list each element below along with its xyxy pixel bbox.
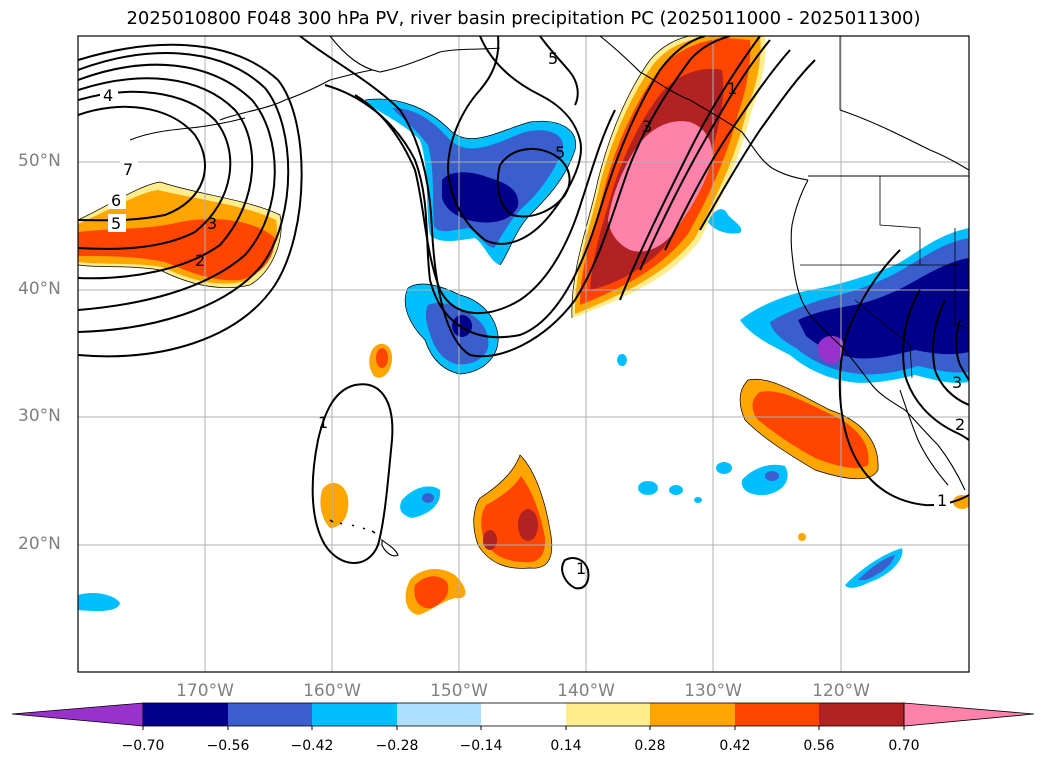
lat-label: 20°N (18, 534, 61, 554)
contour-label: 5 (548, 49, 558, 68)
contour-label: 1 (937, 491, 947, 510)
grid-lines (78, 36, 969, 672)
colorbar-segment (481, 703, 566, 726)
lat-label: 50°N (18, 151, 61, 171)
colorbar-tick-label: 0.14 (550, 738, 582, 754)
positive-anomaly-west (78, 182, 282, 288)
lat-label: 40°N (18, 279, 61, 299)
positive-anomaly-southeast (740, 379, 879, 479)
colorbar (11, 702, 1035, 730)
contour-label: 5 (555, 143, 565, 162)
colorbar-tick-label: 0.42 (719, 738, 751, 754)
contour-label: 7 (123, 160, 133, 179)
contour-label: 6 (111, 191, 121, 210)
negative-anomaly-small (78, 209, 903, 612)
lat-label: 30°N (18, 406, 61, 426)
colorbar-tick-label: 0.56 (803, 738, 835, 754)
contour-label: 1 (318, 413, 328, 432)
negative-anomaly-california (740, 228, 969, 383)
colorbar-max-arrow (903, 702, 1035, 727)
contour-label: 3 (642, 117, 652, 136)
plot-frame (77, 35, 970, 673)
colorbar-segment (819, 703, 904, 726)
lon-label: 120°W (812, 681, 870, 701)
colorbar-segment (143, 703, 228, 726)
lon-label: 150°W (430, 681, 488, 701)
contour-label: 4 (103, 86, 113, 105)
colorbar-tick-label: −0.42 (290, 738, 334, 754)
contour-label: 2 (195, 251, 205, 270)
colorbar-segment (566, 703, 650, 726)
colorbar-tick-label: −0.28 (375, 738, 419, 754)
contour-label: 2 (955, 415, 965, 434)
colorbar-segment (228, 703, 312, 726)
colorbar-segment (735, 703, 819, 726)
lon-label: 170°W (176, 681, 234, 701)
colorbar-min-arrow (11, 702, 144, 727)
negative-anomaly-gulf (365, 99, 576, 265)
colorbar-tick-label: −0.14 (459, 738, 503, 754)
coastlines (129, 36, 969, 557)
map-title: 2025010800 F048 300 hPa PV, river basin … (126, 8, 921, 29)
colorbar-tick-label: 0.70 (888, 738, 920, 754)
positive-anomaly-small (320, 343, 969, 615)
contour-label: 1 (576, 559, 586, 578)
contour-label: 1 (727, 79, 737, 98)
contour-label: 3 (207, 214, 217, 233)
colorbar-tick-label: 0.28 (634, 738, 666, 754)
lon-label: 160°W (303, 681, 361, 701)
colorbar-tick-label: −0.56 (206, 738, 250, 754)
pv-contours (78, 36, 969, 590)
colorbar-segment (397, 703, 481, 726)
lon-label: 140°W (557, 681, 615, 701)
colorbar-segment (312, 703, 397, 726)
positive-anomaly-central (473, 455, 552, 569)
contour-label: 3 (952, 373, 962, 392)
contour-label: 5 (111, 214, 121, 233)
colorbar-tick-label: −0.70 (121, 738, 165, 754)
colorbar-segment (650, 703, 735, 726)
contour-label-group: 4 7 6 5 3 2 5 5 1 3 1 1 1 2 3 (100, 49, 965, 578)
lon-label: 130°W (684, 681, 742, 701)
